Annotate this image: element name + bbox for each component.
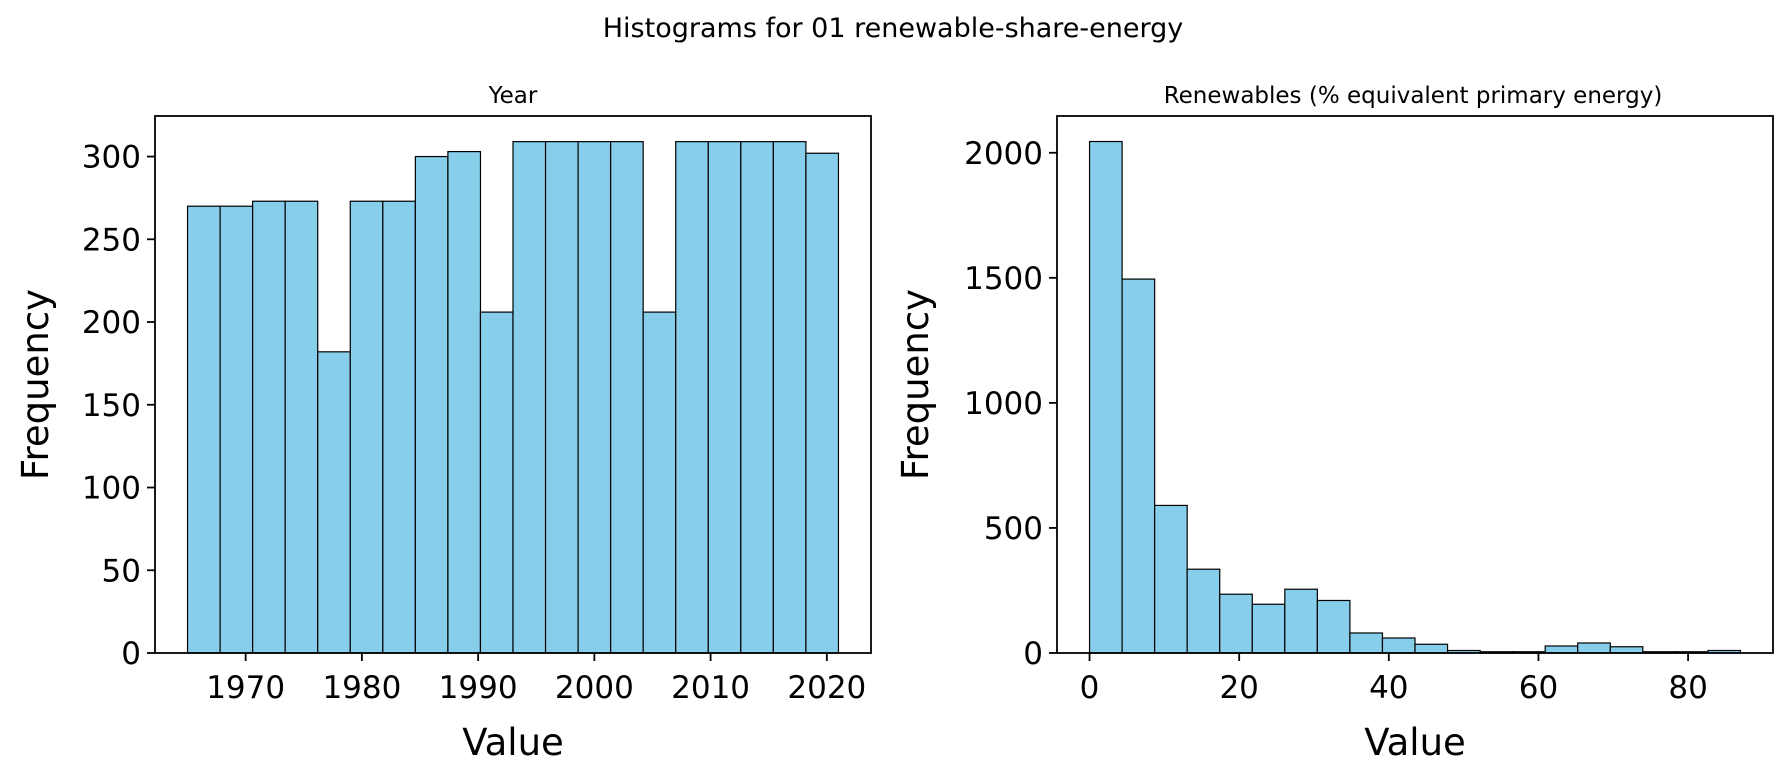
y-axis-ticks: 0 50 100 150 200 250 300 [82, 140, 155, 672]
histogram-bar [414, 155, 449, 654]
chart-title: Renewables (% equivalent primary energy) [1164, 83, 1663, 109]
histogram-bar [1121, 278, 1156, 654]
x-tick-label: 40 [1369, 670, 1408, 706]
histogram-bar [1381, 637, 1416, 654]
y-axis-label: Frequency [894, 289, 937, 480]
y-tick-label: 50 [102, 553, 141, 589]
histogram-bar [284, 200, 319, 654]
histogram-bar [447, 150, 482, 654]
y-tick-label: 0 [1023, 636, 1043, 672]
x-tick-label: 60 [1519, 670, 1558, 706]
histogram-bar [186, 205, 221, 654]
histogram-bar [479, 311, 514, 654]
x-tick-label: 0 [1080, 670, 1100, 706]
histogram-bar [610, 141, 644, 654]
x-tick-label: 1980 [322, 670, 401, 706]
x-axis-ticks: 1970 1980 1990 2000 2010 2020 [206, 653, 866, 706]
histogram-bar [512, 141, 547, 654]
histogram-bar [707, 141, 742, 654]
bars [186, 141, 840, 654]
x-tick-label: 2020 [787, 670, 866, 706]
y-axis-label: Frequency [14, 289, 57, 480]
histogram-bar [349, 200, 384, 654]
histogram-bar [544, 141, 579, 654]
bars [1088, 140, 1742, 654]
y-axis-ticks: 0 500 1000 1500 2000 [964, 136, 1057, 672]
histogram-bar [1251, 603, 1286, 654]
x-tick-label: 1970 [206, 670, 285, 706]
histogram-bar [1088, 140, 1123, 654]
x-axis-ticks: 0 20 40 60 80 [1080, 653, 1708, 706]
y-tick-label: 500 [984, 511, 1043, 547]
histogram-renewables: Renewables (% equivalent primary energy)… [894, 83, 1774, 764]
y-tick-label: 2000 [964, 136, 1043, 172]
histogram-bar [252, 200, 286, 654]
chart-title: Year [488, 83, 538, 109]
histogram-bar [219, 205, 254, 654]
histogram-year: Year 1970 1980 1990 2000 2010 2020 0 50 100 150 2… [14, 83, 872, 764]
histogram-bar [1414, 643, 1449, 654]
y-tick-label: 300 [82, 140, 141, 176]
y-tick-label: 0 [121, 636, 141, 672]
histogram-bar [1154, 504, 1188, 654]
histogram-bar [1544, 645, 1579, 654]
histogram-bar [382, 200, 416, 654]
y-tick-label: 150 [82, 388, 141, 424]
y-tick-label: 1500 [964, 261, 1043, 297]
x-axis-label: Value [462, 721, 564, 764]
y-tick-label: 1000 [964, 386, 1043, 422]
y-tick-label: 250 [82, 222, 141, 258]
x-tick-label: 2010 [671, 670, 750, 706]
plot-frame [1056, 115, 1774, 654]
histogram-bar [1316, 599, 1351, 654]
histogram-bar [577, 141, 612, 654]
histogram-bar [1284, 588, 1318, 654]
histogram-bar [317, 351, 351, 654]
histogram-bar [805, 152, 840, 654]
x-tick-label: 1990 [439, 670, 518, 706]
histogram-bar [740, 141, 774, 654]
y-tick-label: 200 [82, 305, 141, 341]
x-axis-label: Value [1364, 721, 1466, 764]
plot-frame [154, 115, 872, 654]
x-tick-label: 80 [1668, 670, 1707, 706]
x-tick-label: 2000 [555, 670, 634, 706]
histogram-bar [642, 311, 677, 654]
x-tick-label: 20 [1219, 670, 1258, 706]
histogram-bar [675, 141, 709, 654]
y-tick-label: 100 [82, 471, 141, 507]
histogram-bar [1349, 632, 1384, 654]
figure-title: Histograms for 01 renewable-share-energy [603, 13, 1184, 44]
histogram-bar [772, 141, 807, 654]
histogram-bar [1609, 646, 1644, 654]
histogram-bar [1219, 593, 1253, 654]
histogram-bar [1577, 642, 1611, 654]
histogram-bar [1186, 568, 1221, 654]
